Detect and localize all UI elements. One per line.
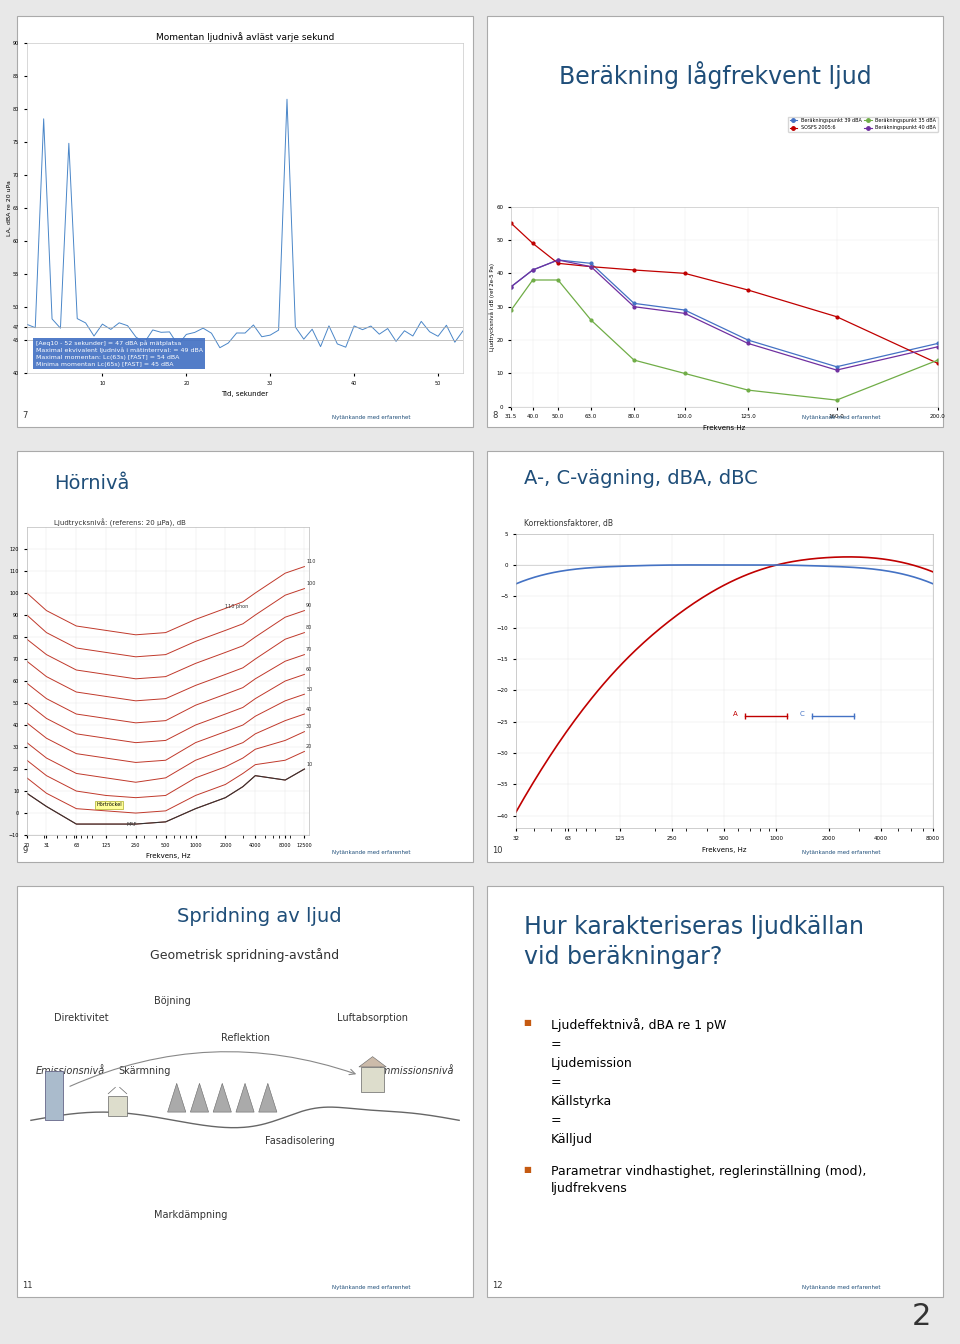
X-axis label: Tid, sekunder: Tid, sekunder	[222, 391, 269, 398]
FancyArrowPatch shape	[120, 1087, 127, 1094]
Text: Hörnivå: Hörnivå	[54, 473, 129, 493]
Text: Hörtröckel: Hörtröckel	[96, 802, 122, 808]
Text: [Aeq10 - 52 sekunder] = 47 dBA på mätplatsa
Maximal ekvivalent ljudnivå i mätint: [Aeq10 - 52 sekunder] = 47 dBA på mätpla…	[36, 340, 203, 367]
Text: 30: 30	[306, 724, 312, 730]
Text: Parametrar vindhastighet, reglerinställning (mod),
ljudfrekvens: Parametrar vindhastighet, reglerinställn…	[551, 1165, 866, 1196]
X-axis label: Frekvens, Hz: Frekvens, Hz	[703, 847, 747, 852]
Polygon shape	[168, 1083, 186, 1111]
X-axis label: Frekvens Hz: Frekvens Hz	[704, 425, 746, 431]
Text: 9: 9	[22, 847, 27, 855]
Text: 80: 80	[306, 625, 312, 630]
Text: Hur karakteriseras ljudkällan
vid beräkningar?: Hur karakteriseras ljudkällan vid beräkn…	[523, 915, 864, 969]
Text: 100: 100	[306, 582, 316, 586]
Text: Emissionsnivå: Emissionsnivå	[36, 1066, 105, 1077]
Text: 8: 8	[492, 411, 497, 421]
Text: Markdämpning: Markdämpning	[154, 1210, 228, 1220]
Text: 12: 12	[492, 1281, 502, 1290]
Text: Spridning av ljud: Spridning av ljud	[177, 907, 342, 926]
Text: Direktivitet: Direktivitet	[54, 1012, 108, 1023]
Text: Nytänkande med erfarenhet: Nytänkande med erfarenhet	[332, 1285, 411, 1290]
Polygon shape	[236, 1083, 254, 1111]
Text: Immissionsnivå: Immissionsnivå	[379, 1066, 455, 1077]
Text: C: C	[800, 711, 804, 718]
Text: Nytänkande med erfarenhet: Nytänkande med erfarenhet	[332, 415, 411, 421]
Text: ■: ■	[523, 1165, 532, 1175]
Text: Skärmning: Skärmning	[119, 1066, 171, 1077]
Text: 110: 110	[306, 559, 316, 564]
Y-axis label: Ljudtrycksnivå i dB (ref 2e-5 Pa): Ljudtrycksnivå i dB (ref 2e-5 Pa)	[490, 262, 495, 351]
Text: ■: ■	[523, 1017, 532, 1027]
Text: 11: 11	[22, 1281, 33, 1290]
Text: 7: 7	[22, 411, 28, 421]
Polygon shape	[213, 1083, 231, 1111]
Text: Böjning: Böjning	[154, 996, 190, 1007]
Text: Beräkning lågfrekvent ljud: Beräkning lågfrekvent ljud	[559, 62, 872, 89]
Text: 10: 10	[306, 762, 312, 767]
Bar	[361, 1067, 384, 1091]
Text: 50: 50	[306, 687, 312, 692]
Text: Luftabsorption: Luftabsorption	[337, 1012, 408, 1023]
Text: Ljudtrycksnivå: (referens: 20 µPa), dB: Ljudtrycksnivå: (referens: 20 µPa), dB	[54, 519, 185, 527]
Text: 60: 60	[306, 667, 312, 672]
Text: 70: 70	[306, 648, 312, 652]
Title: Momentan ljudnivå avläst varje sekund: Momentan ljudnivå avläst varje sekund	[156, 32, 334, 42]
Text: A-, C-vägning, dBA, dBC: A-, C-vägning, dBA, dBC	[523, 469, 757, 488]
Text: 90: 90	[306, 603, 312, 609]
Text: A: A	[732, 711, 737, 718]
Text: Fasadisolering: Fasadisolering	[265, 1136, 334, 1146]
Legend: Beräkningspunkt 39 dBA, SOSFS 2005:6, Beräkningspunkt 35 dBA, Beräkningspunkt 40: Beräkningspunkt 39 dBA, SOSFS 2005:6, Be…	[788, 117, 938, 132]
X-axis label: Frekvens, Hz: Frekvens, Hz	[146, 853, 190, 859]
Text: Nytänkande med erfarenhet: Nytänkande med erfarenhet	[802, 851, 880, 855]
Text: Nytänkande med erfarenhet: Nytänkande med erfarenhet	[802, 1285, 880, 1290]
Text: Nytänkande med erfarenhet: Nytänkande med erfarenhet	[332, 851, 411, 855]
Polygon shape	[359, 1056, 386, 1067]
Text: 10: 10	[492, 847, 502, 855]
Text: Ljudeffektnivå, dBA re 1 pW
=
Ljudemission
=
Källstyrka
=
Källjud: Ljudeffektnivå, dBA re 1 pW = Ljudemissi…	[551, 1017, 727, 1145]
Text: MAF: MAF	[126, 823, 136, 828]
Text: 110 phon: 110 phon	[226, 605, 249, 609]
Text: 20: 20	[306, 745, 312, 749]
FancyArrowPatch shape	[108, 1087, 115, 1094]
Text: Reflektion: Reflektion	[221, 1034, 270, 1043]
Bar	[108, 1095, 127, 1117]
Text: 2: 2	[912, 1301, 931, 1331]
Polygon shape	[190, 1083, 208, 1111]
Polygon shape	[258, 1083, 276, 1111]
Text: 40: 40	[306, 707, 312, 712]
Text: Geometrisk spridning-avstånd: Geometrisk spridning-avstånd	[151, 948, 340, 962]
Text: Korrektionsfaktorer, dB: Korrektionsfaktorer, dB	[523, 519, 612, 528]
FancyBboxPatch shape	[44, 1071, 62, 1121]
Text: Nytänkande med erfarenhet: Nytänkande med erfarenhet	[802, 415, 880, 421]
Y-axis label: LA, dBA re 20 uPa: LA, dBA re 20 uPa	[7, 180, 12, 237]
